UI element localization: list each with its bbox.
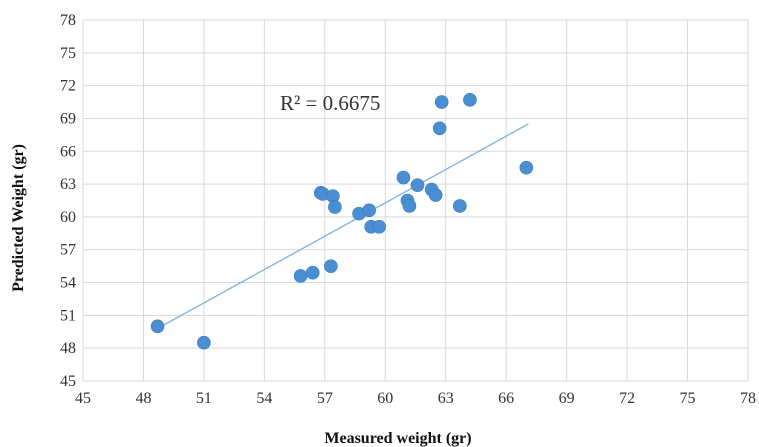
r-squared-annotation: R² = 0.6675 [280,91,380,115]
x-tick-label: 51 [196,390,212,407]
y-tick-label: 45 [60,373,76,390]
data-point [362,203,376,218]
data-point [150,319,165,334]
x-tick-label: 48 [135,390,151,407]
trendline-layer [157,123,529,330]
data-point [432,121,447,136]
x-tick-label: 78 [740,390,756,407]
y-tick-label: 72 [60,78,76,95]
data-point [402,199,417,213]
x-tick-label: 75 [680,390,696,407]
y-axis-title: Predicted Weight (gr) [10,144,27,292]
data-point [396,170,411,185]
data-point [324,259,338,273]
y-tick-label: 51 [60,307,76,324]
points-layer [150,93,534,350]
data-point [372,219,387,234]
data-point [328,200,342,214]
y-tick-label: 48 [60,340,76,357]
data-point [434,95,449,109]
y-tick-label: 57 [60,242,76,259]
data-point [410,178,425,192]
x-tick-label: 57 [317,390,333,407]
y-tick-label: 60 [60,209,76,226]
x-tick-label: 63 [438,390,454,407]
axes: 45 48 51 54 57 60 63 66 69 72 75 78 45 48 51 54 57 60 63 66… [60,12,756,407]
x-axis-title: Measured weight (gr) [324,430,471,447]
data-point [453,199,467,213]
x-tick-label: 60 [377,390,393,407]
y-tick-label: 75 [60,45,76,62]
data-point [519,160,534,175]
trendline [157,123,529,330]
x-tick-label: 66 [498,390,514,407]
data-point [197,335,211,350]
y-tick-label: 78 [60,12,76,29]
y-tick-label: 54 [60,275,76,292]
x-tick-label: 72 [619,390,635,407]
y-tick-label: 69 [60,110,76,127]
x-tick-label: 69 [559,390,575,407]
x-tick-label: 54 [256,390,272,407]
y-tick-label: 63 [60,176,76,193]
y-tick-label: 66 [60,143,76,160]
data-point [305,265,320,280]
grid [82,19,749,382]
data-point [293,269,308,283]
x-tick-label: 45 [75,390,91,407]
data-point [463,93,477,107]
data-point [428,188,443,202]
